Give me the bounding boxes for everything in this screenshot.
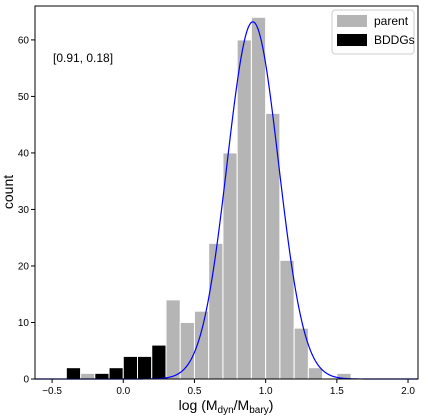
bar-parent [307, 367, 324, 380]
bar-parent [80, 372, 96, 380]
bar-parent [208, 242, 224, 380]
x-tick-label: 0.5 [188, 386, 202, 397]
legend: parent BDDGs [331, 9, 415, 55]
x-axis: −0.5 0.0 0.5 1.0 1.5 2.0 [42, 379, 415, 397]
bar-bddgs [151, 344, 167, 380]
x-axis-label-sub-dyn: dyn [218, 405, 234, 416]
histogram-bars [65, 16, 352, 380]
legend-label-bddgs: BDDGs [374, 33, 415, 47]
bar-parent [293, 327, 309, 380]
y-tick-label: 50 [18, 92, 30, 103]
y-tick-label: 0 [23, 375, 29, 386]
x-axis-label: log (Mdyn/Mbary) [179, 397, 274, 416]
y-tick-label: 10 [18, 318, 30, 329]
bar-parent [236, 39, 252, 380]
bar-bddgs [137, 355, 153, 380]
bar-bddgs [65, 367, 82, 380]
x-tick-label: 0.0 [116, 386, 130, 397]
x-axis-label-prefix: log (M [179, 397, 218, 413]
x-tick-label: −0.5 [42, 386, 62, 397]
bar-parent [279, 259, 295, 380]
y-axis-label: count [0, 175, 16, 209]
x-tick-label: 1.5 [330, 386, 344, 397]
legend-swatch-bddgs [337, 34, 367, 46]
y-tick-label: 60 [18, 35, 30, 46]
fit-parameters-annotation: [0.91, 0.18] [53, 51, 113, 65]
legend-label-parent: parent [374, 14, 409, 28]
bar-bddgs [94, 372, 110, 380]
bar-parent [222, 152, 238, 380]
x-axis-label-suffix: ) [269, 397, 274, 413]
bar-parent [250, 16, 267, 380]
y-tick-label: 40 [18, 148, 30, 159]
legend-swatch-parent [337, 15, 367, 27]
x-axis-label-sub-bary: bary [249, 405, 268, 416]
plot-frame [34, 5, 419, 380]
x-tick-label: 1.0 [259, 386, 273, 397]
bar-bddgs [108, 367, 124, 380]
y-tick-label: 20 [18, 261, 30, 272]
x-tick-label: 2.0 [401, 386, 415, 397]
y-axis: 0 10 20 30 40 50 60 [18, 35, 35, 386]
bar-parent [165, 299, 181, 380]
bar-bddgs [122, 355, 139, 380]
y-tick-label: 30 [18, 205, 30, 216]
x-axis-label-mid: /M [234, 397, 250, 413]
